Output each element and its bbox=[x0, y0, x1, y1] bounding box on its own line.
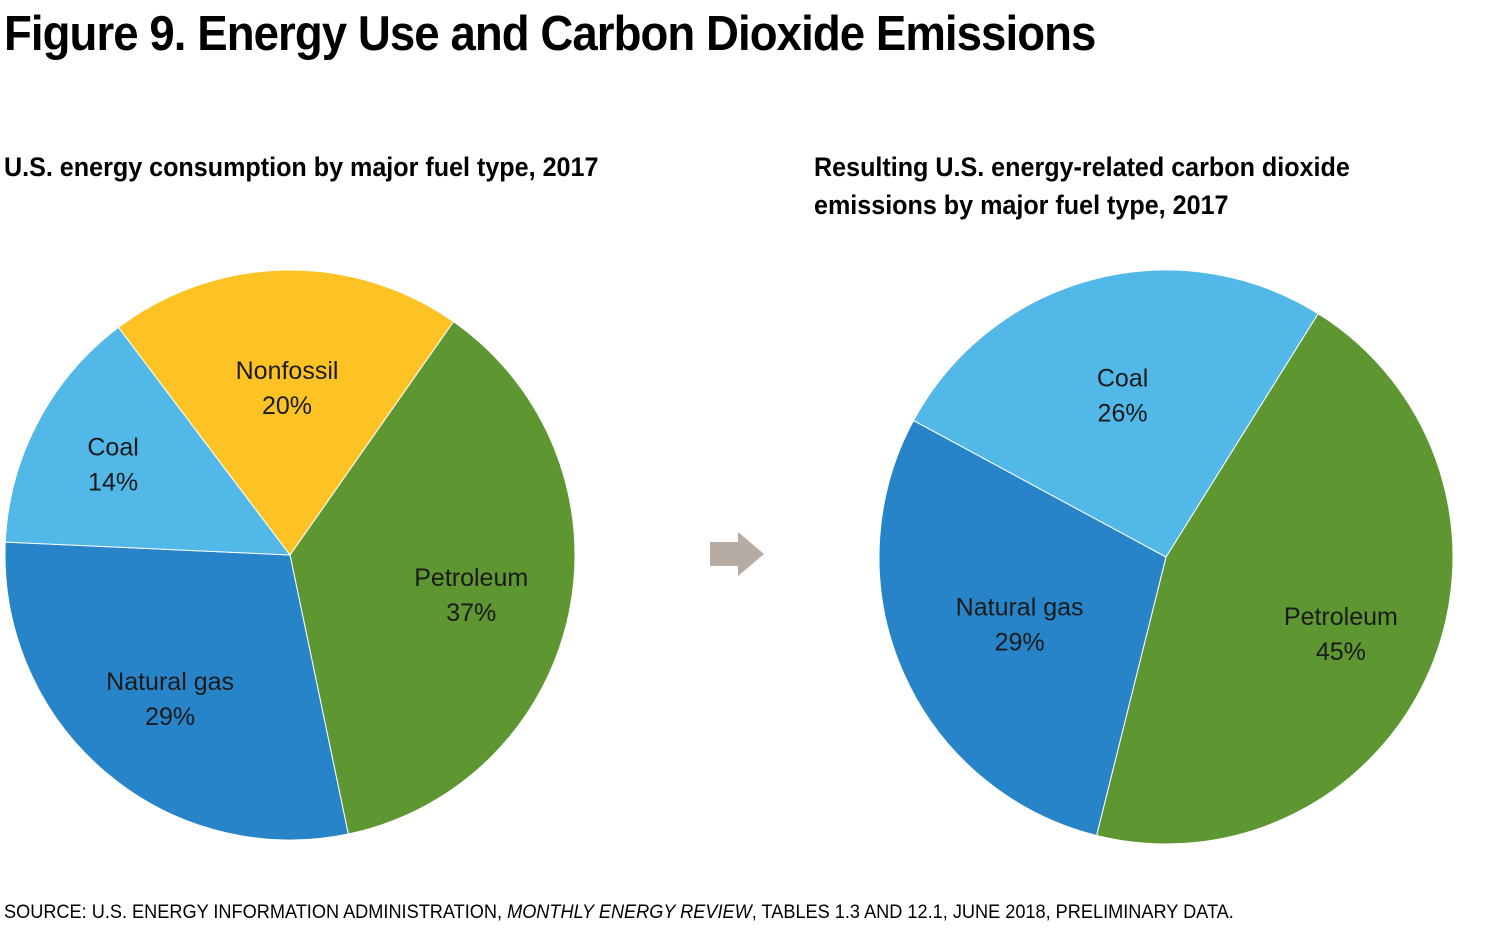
pie-slice-coal bbox=[912, 269, 1319, 558]
co2-emissions-pie-chart: Petroleum 45% Natural gas 29% Coal 26% bbox=[878, 269, 1454, 845]
figure-title: Figure 9. Energy Use and Carbon Dioxide … bbox=[4, 7, 1096, 61]
source-suffix: , TABLES 1.3 AND 12.1, JUNE 2018, PRELIM… bbox=[751, 902, 1234, 923]
slice-label-coal: Coal bbox=[87, 434, 138, 462]
slice-value-natural-gas: 29% bbox=[145, 703, 195, 731]
slice-value-natural-gas: 29% bbox=[995, 629, 1045, 657]
source-note: SOURCE: U.S. ENERGY INFORMATION ADMINIST… bbox=[4, 902, 1234, 924]
right-chart-title: Resulting U.S. energy-related carbon dio… bbox=[814, 148, 1350, 224]
source-prefix: SOURCE: U.S. ENERGY INFORMATION ADMINIST… bbox=[4, 902, 508, 923]
pie-slice-nonfossil bbox=[117, 269, 455, 556]
slice-label-coal: Coal bbox=[1097, 365, 1148, 393]
slice-value-nonfossil: 20% bbox=[262, 392, 312, 420]
pie-slice-natural-gas bbox=[878, 419, 1167, 837]
slice-label-natural-gas: Natural gas bbox=[106, 668, 234, 696]
pie-slice-petroleum bbox=[289, 320, 576, 835]
slice-label-nonfossil: Nonfossil bbox=[236, 357, 339, 385]
energy-consumption-pie-chart: Petroleum 37% Natural gas 29% Coal 14% Nonfoss… bbox=[4, 269, 576, 841]
left-chart-title: U.S. energy consumption by major fuel ty… bbox=[4, 152, 599, 182]
slice-value-petroleum: 37% bbox=[446, 599, 496, 627]
pie-slice-coal bbox=[4, 326, 292, 556]
slice-label-natural-gas: Natural gas bbox=[956, 594, 1084, 622]
slice-value-petroleum: 45% bbox=[1316, 638, 1366, 666]
slice-label-petroleum: Petroleum bbox=[1284, 603, 1398, 631]
slice-value-coal: 26% bbox=[1098, 400, 1148, 428]
right-arrow-icon bbox=[710, 532, 764, 576]
slice-value-coal: 14% bbox=[88, 469, 138, 497]
source-publication: MONTHLY ENERGY REVIEW bbox=[507, 902, 752, 923]
pie-slice-natural-gas bbox=[4, 541, 349, 841]
pie-slice-petroleum bbox=[1095, 312, 1454, 845]
slice-label-petroleum: Petroleum bbox=[414, 564, 528, 592]
right-chart-title-line-2: emissions by major fuel type, 2017 bbox=[814, 190, 1229, 220]
right-chart-title-line-1: Resulting U.S. energy-related carbon dio… bbox=[814, 152, 1350, 182]
